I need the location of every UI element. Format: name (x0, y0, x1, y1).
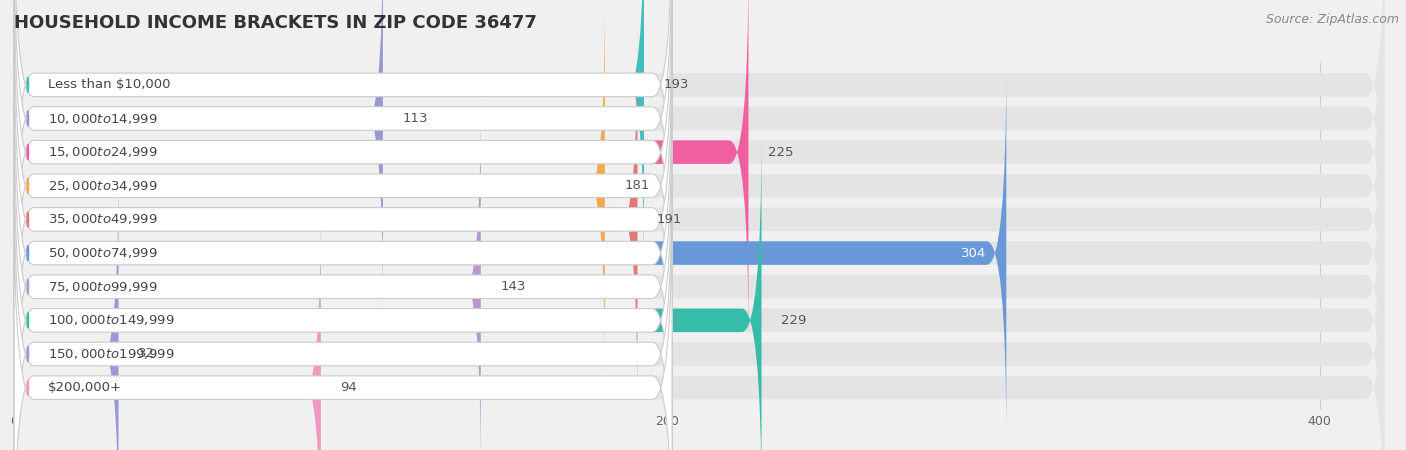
FancyBboxPatch shape (14, 198, 321, 450)
Text: 304: 304 (962, 247, 987, 260)
FancyBboxPatch shape (14, 97, 481, 450)
FancyBboxPatch shape (14, 0, 672, 275)
Circle shape (27, 111, 28, 126)
Circle shape (27, 212, 28, 227)
Text: $25,000 to $34,999: $25,000 to $34,999 (48, 179, 157, 193)
Text: $100,000 to $149,999: $100,000 to $149,999 (48, 313, 174, 327)
FancyBboxPatch shape (14, 164, 1385, 450)
FancyBboxPatch shape (14, 130, 762, 450)
FancyBboxPatch shape (14, 0, 605, 376)
Text: HOUSEHOLD INCOME BRACKETS IN ZIP CODE 36477: HOUSEHOLD INCOME BRACKETS IN ZIP CODE 36… (14, 14, 537, 32)
Text: $10,000 to $14,999: $10,000 to $14,999 (48, 112, 157, 126)
Text: $75,000 to $99,999: $75,000 to $99,999 (48, 280, 157, 294)
Circle shape (27, 144, 28, 160)
FancyBboxPatch shape (14, 29, 1385, 410)
Circle shape (27, 178, 28, 194)
FancyBboxPatch shape (14, 164, 672, 450)
FancyBboxPatch shape (14, 97, 1385, 450)
Text: 32: 32 (138, 347, 155, 360)
FancyBboxPatch shape (14, 29, 672, 410)
FancyBboxPatch shape (14, 164, 118, 450)
Circle shape (27, 77, 28, 92)
Text: $50,000 to $74,999: $50,000 to $74,999 (48, 246, 157, 260)
Circle shape (27, 279, 28, 294)
Text: 143: 143 (501, 280, 526, 293)
FancyBboxPatch shape (14, 0, 1385, 309)
FancyBboxPatch shape (14, 0, 1385, 376)
Text: 225: 225 (768, 146, 793, 159)
Text: 191: 191 (657, 213, 682, 226)
Circle shape (27, 246, 28, 261)
Text: Source: ZipAtlas.com: Source: ZipAtlas.com (1265, 14, 1399, 27)
FancyBboxPatch shape (14, 198, 672, 450)
FancyBboxPatch shape (14, 0, 672, 342)
FancyBboxPatch shape (14, 0, 644, 275)
FancyBboxPatch shape (14, 0, 748, 342)
Text: 229: 229 (782, 314, 807, 327)
FancyBboxPatch shape (14, 0, 672, 376)
FancyBboxPatch shape (14, 63, 1385, 443)
FancyBboxPatch shape (14, 198, 1385, 450)
FancyBboxPatch shape (14, 29, 637, 410)
Text: $35,000 to $49,999: $35,000 to $49,999 (48, 212, 157, 226)
FancyBboxPatch shape (14, 0, 1385, 275)
FancyBboxPatch shape (14, 0, 1385, 342)
FancyBboxPatch shape (14, 130, 1385, 450)
Text: 94: 94 (340, 381, 357, 394)
Text: 181: 181 (624, 179, 650, 192)
Text: 193: 193 (664, 78, 689, 91)
Circle shape (27, 346, 28, 361)
FancyBboxPatch shape (14, 0, 672, 309)
FancyBboxPatch shape (14, 0, 382, 309)
Circle shape (27, 380, 28, 395)
FancyBboxPatch shape (14, 130, 672, 450)
Text: 113: 113 (402, 112, 427, 125)
FancyBboxPatch shape (14, 97, 672, 450)
Text: $200,000+: $200,000+ (48, 381, 122, 394)
Circle shape (27, 313, 28, 328)
Text: $150,000 to $199,999: $150,000 to $199,999 (48, 347, 174, 361)
FancyBboxPatch shape (14, 63, 1007, 443)
Text: $15,000 to $24,999: $15,000 to $24,999 (48, 145, 157, 159)
FancyBboxPatch shape (14, 63, 672, 443)
Text: Less than $10,000: Less than $10,000 (48, 78, 170, 91)
